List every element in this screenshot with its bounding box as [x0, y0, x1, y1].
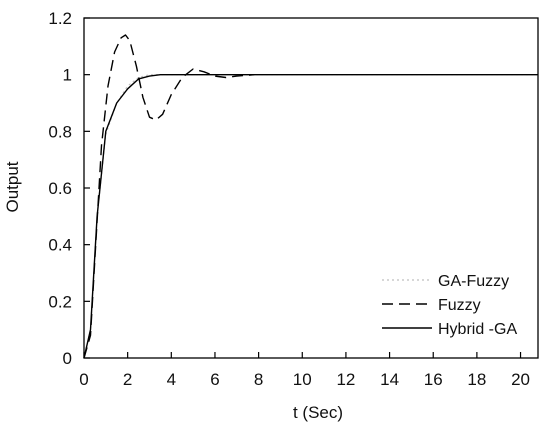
x-tick-label: 12 [336, 370, 355, 389]
y-tick-label: 0.8 [48, 122, 72, 141]
series-line-ga-fuzzy [83, 74, 538, 359]
y-axis: 0 0.2 0.4 0.6 0.8 1 1.2 [48, 9, 90, 368]
series-line-fuzzy [83, 34, 255, 359]
x-tick-label: 8 [254, 370, 263, 389]
y-tick-label: 1 [63, 66, 72, 85]
x-tick-label: 4 [167, 370, 176, 389]
series-line-hybrid-ga [83, 73, 538, 359]
y-tick-label: 0 [63, 349, 72, 368]
y-tick-label: 0.2 [48, 292, 72, 311]
x-tick-label: 16 [424, 370, 443, 389]
x-axis-label: t (Sec) [293, 403, 343, 422]
x-tick-label: 20 [511, 370, 530, 389]
x-tick-label: 10 [293, 370, 312, 389]
x-tick-label: 18 [467, 370, 486, 389]
x-tick-label: 2 [123, 370, 132, 389]
y-axis-label: Output [3, 161, 22, 212]
y-tick-label: 0.6 [48, 179, 72, 198]
legend-label-ga-fuzzy: GA-Fuzzy [438, 273, 509, 290]
y-tick-label: 0.4 [48, 236, 72, 255]
legend-label-hybrid-ga: Hybrid -GA [438, 321, 517, 338]
y-tick-label: 1.2 [48, 9, 72, 28]
series-layer [83, 34, 538, 359]
legend-label-fuzzy: Fuzzy [438, 297, 481, 314]
legend: GA-Fuzzy Fuzzy Hybrid -GA [382, 273, 517, 338]
x-tick-label: 6 [210, 370, 219, 389]
x-tick-label: 14 [380, 370, 399, 389]
x-tick-label: 0 [79, 370, 88, 389]
x-axis: 0 2 4 6 8 10 12 14 16 18 20 [79, 352, 530, 389]
